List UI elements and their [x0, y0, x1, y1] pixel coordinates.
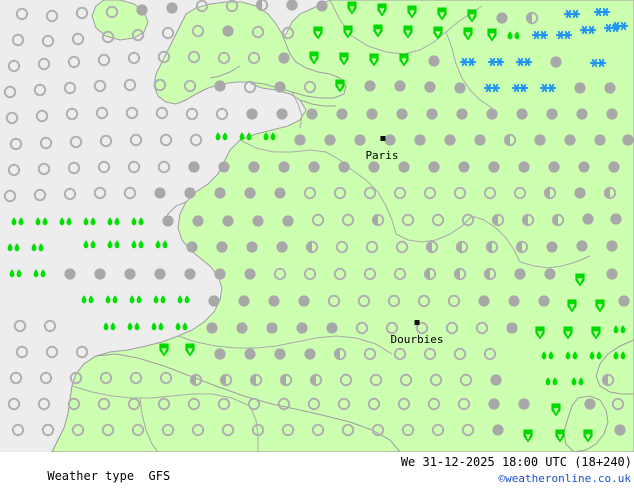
footer-parameter-info: Weather type GFS: [4, 455, 170, 490]
map-canvas[interactable]: Paris Dourbies: [0, 0, 634, 452]
city-label-paris: Paris: [365, 136, 399, 163]
forecast-timestamp: We 31-12-2025 18:00 UTC (18+240): [400, 455, 632, 469]
copyright-credit[interactable]: ©weatheronline.co.uk: [498, 472, 631, 485]
city-label-dourbies: Dourbies: [390, 320, 444, 347]
map-geography: [51, 0, 634, 452]
parameter-label: Weather type: [47, 469, 135, 483]
country-borders: [71, 0, 591, 452]
footer-bar: Weather type GFS We 31-12-2025 18:00 UTC…: [0, 452, 634, 490]
city-marker-dot: [380, 136, 385, 141]
city-name-text: Dourbies: [390, 333, 444, 346]
city-marker-dot: [414, 320, 420, 325]
model-label: GFS: [148, 469, 171, 483]
footer-gap: [134, 469, 148, 483]
city-name-text: Paris: [365, 149, 399, 162]
land-mass-corsica: [563, 395, 609, 452]
